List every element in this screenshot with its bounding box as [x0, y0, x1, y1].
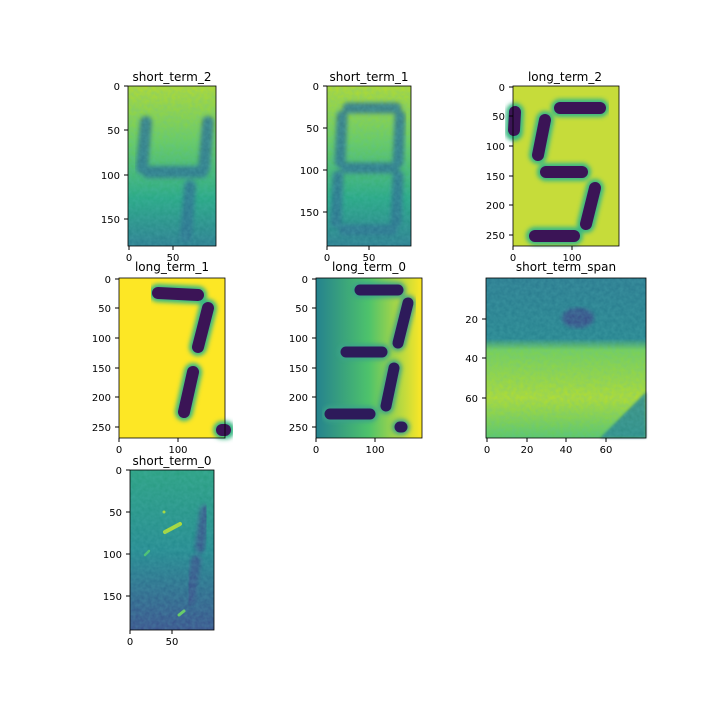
y-tick-label: 0	[116, 466, 122, 477]
x-tick-label: 0	[510, 253, 516, 264]
panel-title: short_term_2	[133, 70, 212, 84]
y-axis: 0 50 100 150 200 250	[92, 275, 119, 434]
panel-short-term-2: short_term_2 0 50 100 150 0	[101, 70, 217, 264]
image-short-term-1	[326, 85, 412, 247]
y-tick-label: 100	[486, 142, 505, 153]
panel-title: long_term_0	[332, 260, 406, 274]
image-long-term-1	[118, 277, 235, 439]
panel-long-term-1: long_term_1 0 50	[92, 260, 235, 456]
x-tick-label: 50	[166, 637, 179, 648]
y-tick-label: 50	[98, 304, 111, 315]
y-tick-label: 150	[289, 364, 308, 375]
y-tick-label: 200	[289, 393, 308, 404]
y-tick-label: 150	[103, 592, 122, 603]
image-long-term-0	[315, 277, 423, 439]
y-axis: 0 50 100 150 200 250	[289, 275, 316, 434]
x-tick-label: 100	[365, 445, 384, 456]
x-tick-label: 100	[168, 445, 187, 456]
y-tick-label: 150	[92, 364, 111, 375]
y-tick-label: 250	[92, 423, 111, 434]
x-tick-label: 0	[116, 445, 122, 456]
x-axis: 0 100	[313, 438, 385, 456]
y-tick-label: 0	[105, 275, 111, 286]
x-tick-label: 0	[324, 253, 330, 264]
x-tick-label: 50	[167, 253, 180, 264]
y-tick-label: 200	[486, 201, 505, 212]
y-tick-label: 50	[306, 124, 319, 135]
y-tick-label: 50	[492, 112, 505, 123]
y-axis: 0 50 100 150	[101, 82, 128, 226]
x-axis: 0 50	[324, 246, 376, 264]
panel-title: short_term_0	[133, 454, 212, 468]
image-long-term-2	[505, 85, 620, 247]
y-tick-label: 150	[101, 215, 120, 226]
image-short-term-2	[127, 85, 217, 247]
x-axis: 0 100	[116, 438, 188, 456]
x-tick-label: 20	[521, 445, 534, 456]
panel-title: long_term_2	[528, 70, 602, 84]
y-tick-label: 200	[92, 393, 111, 404]
x-tick-label: 0	[313, 445, 319, 456]
y-tick-label: 0	[114, 82, 120, 93]
panel-title: long_term_1	[135, 260, 209, 274]
panel-title: short_term_span	[516, 260, 616, 274]
x-tick-label: 0	[127, 637, 133, 648]
y-tick-label: 250	[486, 231, 505, 242]
y-tick-label: 100	[92, 334, 111, 345]
y-tick-label: 100	[289, 334, 308, 345]
panel-long-term-0: long_term_0	[289, 260, 423, 456]
y-axis: 0 50 100 150	[103, 466, 130, 603]
x-tick-label: 100	[562, 253, 581, 264]
y-tick-label: 50	[109, 508, 122, 519]
panel-short-term-0: short_term_0 0 50 100 150	[103, 454, 215, 648]
y-tick-label: 50	[295, 304, 308, 315]
y-tick-label: 20	[465, 315, 478, 326]
x-tick-label: 0	[484, 445, 490, 456]
x-axis: 0 20 40 60	[484, 438, 613, 456]
x-tick-label: 0	[126, 253, 132, 264]
y-axis: 0 50 100 150	[300, 82, 327, 219]
panel-title: short_term_1	[330, 70, 409, 84]
y-tick-label: 40	[465, 354, 478, 365]
x-axis: 0 50	[126, 246, 180, 264]
x-tick-label: 60	[600, 445, 613, 456]
image-short-term-0	[129, 469, 215, 631]
y-axis: 20 40 60	[465, 315, 486, 405]
x-tick-label: 40	[560, 445, 573, 456]
x-tick-label: 50	[363, 253, 376, 264]
image-short-term-span	[485, 277, 647, 439]
y-axis: 0 50 100 150 200 250	[486, 83, 513, 242]
x-axis: 0 100	[510, 246, 582, 264]
y-tick-label: 100	[101, 171, 120, 182]
y-tick-label: 250	[289, 423, 308, 434]
panel-long-term-2: long_term_2	[486, 70, 620, 264]
y-tick-label: 0	[499, 83, 505, 94]
y-tick-label: 50	[107, 126, 120, 137]
panel-short-term-1: short_term_1 0 50 100 150	[300, 70, 412, 264]
y-tick-label: 60	[465, 394, 478, 405]
y-tick-label: 0	[302, 275, 308, 286]
y-tick-label: 150	[300, 208, 319, 219]
y-tick-label: 0	[313, 82, 319, 93]
y-tick-label: 150	[486, 172, 505, 183]
x-axis: 0 50	[127, 630, 179, 648]
panel-short-term-span: short_term_span 20 40 60 0 20 40 60	[465, 260, 647, 456]
y-tick-label: 100	[300, 166, 319, 177]
y-tick-label: 100	[103, 550, 122, 561]
